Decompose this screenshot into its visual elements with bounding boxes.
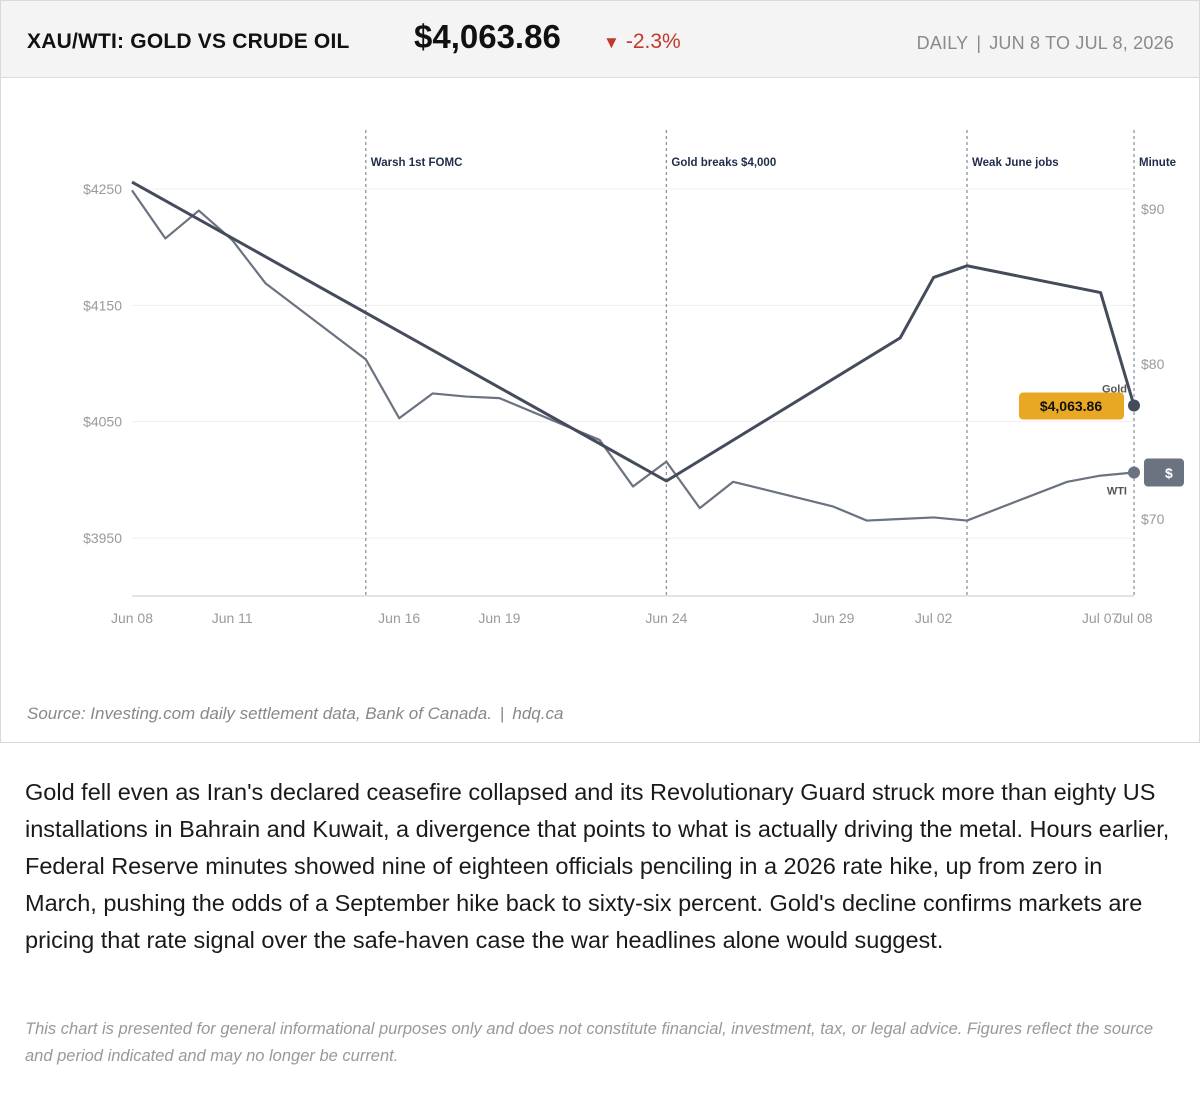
down-arrow-icon: ▼ [603, 33, 620, 52]
y-right-tick-label: $70 [1141, 511, 1165, 527]
gold-price-tag [1019, 392, 1124, 420]
y-right-tick-label: $90 [1141, 201, 1165, 217]
range-separator: | [976, 33, 982, 53]
y-left-tick-label: $4050 [83, 414, 122, 430]
y-right-tick-label: $80 [1141, 356, 1165, 372]
x-tick-label: Jun 29 [812, 610, 854, 626]
x-tick-label: Jul 02 [915, 610, 953, 626]
wti-end-point [1128, 466, 1140, 479]
gold-series-line [131, 180, 1136, 483]
x-tick-label: Jun 16 [378, 610, 420, 626]
wti-price-tag [1144, 458, 1184, 487]
frequency-label: DAILY [916, 33, 969, 53]
chart-header: XAU/WTI: GOLD VS CRUDE OIL $4,063.86 ▼ -2… [1, 1, 1199, 78]
gold-end-point [1128, 399, 1140, 412]
wti-end-label: WTI [1107, 486, 1127, 498]
x-tick-label: Jun 11 [212, 610, 253, 626]
date-range-label: JUN 8 TO JUL 8, 2026 [989, 33, 1174, 53]
date-range: DAILY | JUN 8 TO JUL 8, 2026 [917, 33, 1174, 54]
x-tick-label: Jul 07 [1082, 610, 1120, 626]
disclaimer: This chart is presented for general info… [25, 1020, 1154, 1065]
y-left-tick-label: $4150 [83, 297, 122, 313]
event-marker-label: Minute [1139, 157, 1176, 169]
current-price: $4,063.86 [414, 18, 561, 55]
x-tick-label: Jun 08 [111, 610, 153, 626]
event-marker-label: Gold breaks $4,000 [671, 157, 776, 169]
chart-title: XAU/WTI: GOLD VS CRUDE OIL [27, 30, 350, 53]
wti-price-tag-text: $ [1165, 465, 1173, 481]
y-left-tick-label: $3950 [83, 530, 122, 546]
x-tick-label: Jul 08 [1115, 610, 1153, 626]
event-marker-label: Warsh 1st FOMC [371, 157, 463, 169]
change-percent: -2.3% [625, 30, 681, 53]
x-tick-label: Jun 24 [645, 610, 687, 626]
price-change: ▼ -2.3% [603, 30, 681, 54]
event-marker-label: Weak June jobs [972, 157, 1059, 169]
source-separator: | [499, 704, 505, 723]
line-chart: $3950 $4050 $4150 $4250 $70 $80 $90 Jun 08 Jun 1… [83, 130, 1184, 626]
source-site[interactable]: hdq.ca [512, 704, 564, 723]
wti-series-line [131, 189, 1135, 522]
source-line: Source: Investing.com daily settlement d… [27, 704, 563, 724]
source-text: Source: Investing.com daily settlement d… [27, 704, 492, 723]
commentary-paragraph: Gold fell even as Iran's declared ceasef… [25, 779, 1170, 953]
x-tick-label: Jun 19 [478, 610, 520, 626]
gold-price-tag-text: $4,063.86 [1040, 398, 1102, 414]
chart-card: XAU/WTI: GOLD VS CRUDE OIL $4,063.86 ▼ -2… [0, 0, 1200, 743]
y-left-tick-label: $4250 [83, 181, 122, 197]
